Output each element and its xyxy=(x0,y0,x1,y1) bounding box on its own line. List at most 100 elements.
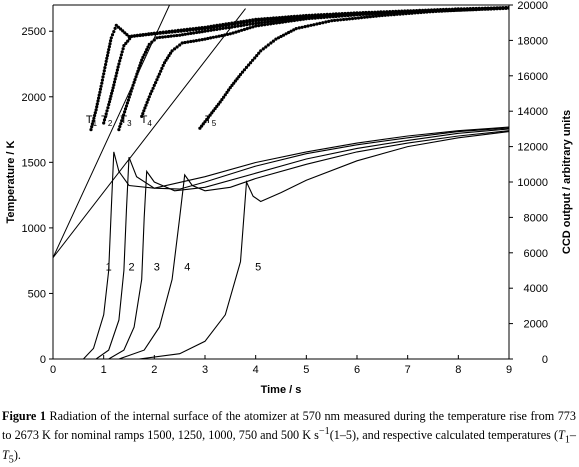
marker-T5-data xyxy=(482,7,486,11)
marker-T5-data xyxy=(419,10,423,15)
marker-T4-data xyxy=(260,23,264,27)
marker-T2-data xyxy=(116,65,120,69)
marker-T3-data xyxy=(126,98,130,102)
caption-text: Radiation of the internal surface of the… xyxy=(2,409,576,443)
marker-T5-data xyxy=(404,12,408,16)
marker-T5-data xyxy=(259,49,263,53)
marker-T5-data xyxy=(488,7,492,11)
marker-T4-data xyxy=(148,92,153,96)
marker-T3-data xyxy=(139,61,143,65)
marker-T1-data xyxy=(121,29,125,33)
caption-t: T xyxy=(558,428,565,443)
marker-T2-data xyxy=(206,26,210,30)
marker-T4-data xyxy=(168,51,173,55)
marker-T4-data xyxy=(340,14,344,18)
temp-label-T5: T5 xyxy=(205,114,217,128)
marker-T5-data xyxy=(206,115,210,119)
marker-T2-data xyxy=(128,37,132,41)
marker-T4-data xyxy=(142,109,146,113)
marker-T1-data xyxy=(105,53,110,58)
marker-T5-data xyxy=(458,8,462,12)
marker-T4-data xyxy=(245,27,249,31)
marker-T5-data xyxy=(276,36,281,40)
marker-T5-data xyxy=(213,107,217,111)
marker-T2-data xyxy=(176,29,180,33)
marker-T1-data xyxy=(98,90,102,94)
marker-T4-data xyxy=(331,15,335,19)
marker-T5-data xyxy=(321,21,325,25)
marker-T5-data xyxy=(220,98,224,102)
marker-T3-data xyxy=(127,95,131,99)
marker-T3-data xyxy=(230,25,234,29)
marker-T2-data xyxy=(103,115,107,119)
marker-T2-data xyxy=(104,112,108,116)
marker-T4-data xyxy=(343,14,347,18)
marker-T5-data xyxy=(222,95,226,99)
ccd-curve-3 xyxy=(108,128,509,359)
marker-T5-data xyxy=(266,43,270,47)
marker-T2-data xyxy=(245,20,249,24)
marker-T5-data xyxy=(353,16,358,20)
marker-T2-data xyxy=(239,21,243,25)
marker-T5-data xyxy=(284,32,288,36)
marker-T5-data xyxy=(401,12,405,16)
marker-T4-data xyxy=(152,83,156,87)
marker-T3-data xyxy=(138,64,142,68)
marker-T5-data xyxy=(413,11,417,15)
marker-T1-data xyxy=(107,45,111,49)
marker-T4-data xyxy=(189,39,193,44)
marker-T5-data xyxy=(330,19,334,23)
marker-T5-data xyxy=(431,10,435,14)
marker-T4-data xyxy=(257,24,261,28)
marker-T2-data xyxy=(102,121,106,125)
marker-T1-data xyxy=(104,59,108,64)
temp-label-main: T xyxy=(86,114,93,126)
marker-T1-data xyxy=(104,62,108,67)
figure-caption: Figure 1 Radiation of the internal surfa… xyxy=(2,409,576,467)
y-tick-label: 2500 xyxy=(22,26,46,38)
marker-T5-data xyxy=(446,9,450,13)
marker-T5-data xyxy=(208,113,212,117)
x-tick-label: 1 xyxy=(101,364,107,376)
marker-T5-data xyxy=(395,12,399,16)
marker-T3-data xyxy=(128,92,132,96)
marker-T4-data xyxy=(194,39,198,43)
marker-T2-data xyxy=(113,77,117,81)
marker-T3-data xyxy=(233,25,237,29)
marker-T4-data xyxy=(234,30,238,34)
marker-T4-data xyxy=(295,18,299,22)
marker-T3-data xyxy=(227,25,231,30)
marker-T4-data xyxy=(337,14,341,18)
marker-T3-data xyxy=(131,83,135,87)
marker-T3-data xyxy=(123,107,128,111)
marker-T5-data xyxy=(371,14,375,18)
temp-label-main: T xyxy=(205,114,212,126)
marker-T5-data xyxy=(203,120,207,124)
marker-T4-data xyxy=(242,27,246,32)
marker-T3-data xyxy=(124,104,129,108)
marker-T3-data xyxy=(117,128,121,132)
marker-T5-data xyxy=(274,37,278,41)
marker-T5-data xyxy=(261,47,265,51)
marker-T3-data xyxy=(146,45,150,49)
marker-T5-data xyxy=(287,30,291,35)
marker-T4-data xyxy=(203,37,207,41)
marker-T4-data xyxy=(150,89,154,93)
marker-T1-data xyxy=(102,72,106,76)
marker-T2-data xyxy=(144,33,148,37)
marker-T1-data xyxy=(123,31,127,35)
marker-T3-data xyxy=(120,119,124,123)
marker-T5-data xyxy=(289,29,293,33)
tick-marks xyxy=(49,4,513,360)
marker-T2-data xyxy=(170,30,174,34)
marker-T3-data xyxy=(266,20,270,24)
marker-T4-data xyxy=(170,49,174,53)
marker-T2-data xyxy=(173,30,177,34)
marker-T3-data xyxy=(269,20,273,24)
marker-T2-data xyxy=(102,118,107,122)
marker-T3-data xyxy=(140,58,144,62)
marker-T5-data xyxy=(345,17,349,21)
marker-T5-data xyxy=(269,41,273,45)
marker-T4-data xyxy=(225,32,230,37)
marker-T2-data xyxy=(251,19,255,23)
